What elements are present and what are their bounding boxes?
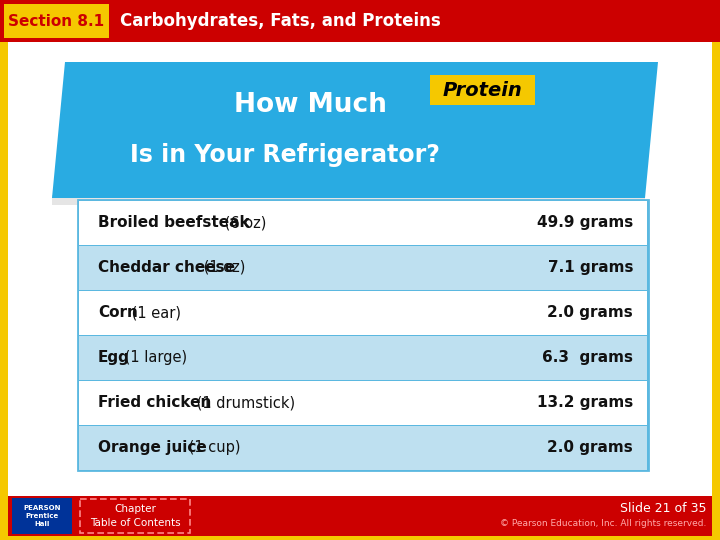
Text: Egg: Egg [98, 350, 130, 365]
Polygon shape [52, 195, 645, 205]
Text: Orange juice: Orange juice [98, 440, 207, 455]
Bar [79, 336, 647, 380]
Text: Protein: Protein [443, 80, 523, 99]
Bar [12, 498, 72, 534]
Text: (1 cup): (1 cup) [184, 440, 241, 455]
Text: 2.0 grams: 2.0 grams [547, 440, 633, 455]
Text: Chapter
Table of Contents: Chapter Table of Contents [90, 504, 180, 528]
Text: 2.0 grams: 2.0 grams [547, 305, 633, 320]
Bar [79, 246, 647, 290]
Bar [8, 42, 712, 496]
Bar [79, 201, 647, 245]
Text: PEARSON
Prentice
Hall: PEARSON Prentice Hall [23, 505, 60, 526]
Text: Slide 21 of 35: Slide 21 of 35 [619, 503, 706, 516]
Text: Cheddar cheese: Cheddar cheese [98, 260, 235, 275]
Bar [80, 499, 190, 533]
Text: Corn: Corn [98, 305, 138, 320]
Text: (1 oz): (1 oz) [199, 260, 246, 275]
Text: (1 drumstick): (1 drumstick) [192, 395, 294, 410]
Text: (1 large): (1 large) [120, 350, 186, 365]
Text: 7.1 grams: 7.1 grams [547, 260, 633, 275]
Text: (1 ear): (1 ear) [127, 305, 181, 320]
Text: Is in Your Refrigerator?: Is in Your Refrigerator? [130, 143, 440, 167]
Text: © Pearson Education, Inc. All rights reserved.: © Pearson Education, Inc. All rights res… [500, 519, 706, 529]
Text: 6.3  grams: 6.3 grams [542, 350, 633, 365]
Bar [430, 75, 535, 105]
Bar [79, 381, 647, 425]
Text: 49.9 grams: 49.9 grams [536, 215, 633, 230]
Bar [0, 0, 720, 42]
Text: Section 8.1: Section 8.1 [8, 14, 104, 29]
Text: How Much: How Much [233, 92, 387, 118]
Text: Fried chicken: Fried chicken [98, 395, 212, 410]
Bar [78, 200, 648, 470]
Bar [8, 496, 712, 536]
Text: 13.2 grams: 13.2 grams [536, 395, 633, 410]
Bar [79, 291, 647, 335]
Bar [4, 4, 109, 38]
Text: (6 oz): (6 oz) [220, 215, 267, 230]
Polygon shape [52, 62, 658, 198]
Text: Broiled beefsteak: Broiled beefsteak [98, 215, 250, 230]
Text: Carbohydrates, Fats, and Proteins: Carbohydrates, Fats, and Proteins [120, 12, 441, 30]
Bar [79, 426, 647, 470]
